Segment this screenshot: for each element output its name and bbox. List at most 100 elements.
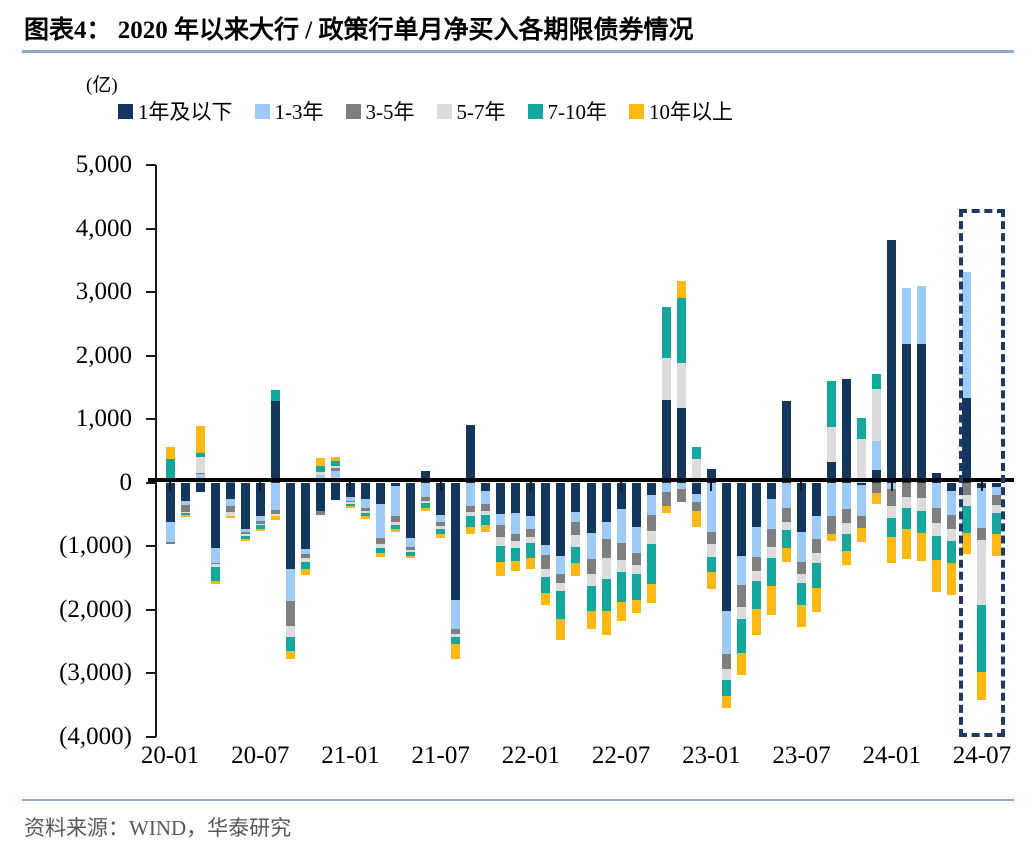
bar-segment bbox=[872, 374, 882, 390]
bar-segment bbox=[330, 461, 340, 467]
y-axis-tick-mark bbox=[146, 736, 156, 738]
bar-column bbox=[285, 165, 295, 737]
bar-segment bbox=[225, 506, 235, 512]
bar-segment bbox=[315, 471, 325, 475]
bar-column bbox=[812, 165, 822, 737]
legend-item-2: 1-3年 bbox=[254, 96, 324, 126]
y-axis-tick-label: (1,000) bbox=[59, 532, 132, 560]
bar-segment bbox=[661, 357, 671, 400]
legend-item-1: 1年及以下 bbox=[118, 96, 233, 126]
y-axis-tick-mark bbox=[146, 672, 156, 675]
bar-segment bbox=[481, 503, 491, 511]
page-title: 图表4： 2020 年以来大行 / 政策行单月净买入各期限债券情况 bbox=[24, 17, 694, 44]
bar-segment bbox=[300, 553, 310, 559]
bar-segment bbox=[571, 563, 581, 577]
bar-segment bbox=[541, 555, 551, 569]
bar-segment bbox=[285, 568, 295, 601]
bar-segment bbox=[676, 489, 686, 502]
bar-segment bbox=[300, 482, 310, 549]
bar-column bbox=[887, 165, 897, 737]
bar-column bbox=[165, 165, 175, 737]
bar-column bbox=[646, 165, 656, 737]
bar-segment bbox=[917, 510, 927, 533]
y-axis-tick-mark bbox=[146, 418, 156, 421]
bar-segment bbox=[661, 399, 671, 483]
bar-column bbox=[406, 165, 416, 737]
bar-segment bbox=[842, 509, 852, 523]
bar-segment bbox=[992, 486, 1002, 496]
bar-segment bbox=[917, 498, 927, 511]
bar-segment bbox=[360, 482, 370, 500]
bar-column bbox=[300, 165, 310, 737]
y-axis-tick-label: 4,000 bbox=[75, 214, 132, 242]
bar-segment bbox=[992, 505, 1002, 514]
bar-column bbox=[857, 165, 867, 737]
y-axis-tick-mark bbox=[146, 227, 156, 230]
x-axis-tick-mark bbox=[710, 482, 713, 491]
bar-segment bbox=[571, 482, 581, 512]
bar-segment bbox=[706, 482, 716, 533]
bar-segment bbox=[932, 472, 942, 483]
bar-segment bbox=[706, 572, 716, 589]
bar-segment bbox=[631, 564, 641, 575]
bar-segment bbox=[796, 583, 806, 606]
y-axis-tick-mark bbox=[146, 545, 156, 548]
bar-column bbox=[962, 165, 972, 737]
bar-segment bbox=[872, 389, 882, 442]
bar-segment bbox=[376, 482, 386, 505]
bar-column bbox=[360, 165, 370, 737]
bar-segment bbox=[616, 509, 626, 544]
bar-segment bbox=[315, 510, 325, 515]
bar-segment bbox=[511, 533, 521, 542]
bar-segment bbox=[210, 482, 220, 548]
bar-segment bbox=[526, 543, 536, 558]
bar-segment bbox=[751, 527, 761, 557]
bar-series-container bbox=[155, 165, 1025, 737]
bar-segment bbox=[917, 482, 927, 499]
bar-segment bbox=[406, 549, 416, 553]
bar-segment bbox=[391, 529, 401, 533]
bar-segment bbox=[932, 482, 942, 508]
bar-segment bbox=[345, 506, 355, 509]
bar-segment bbox=[827, 427, 837, 462]
bar-column bbox=[240, 165, 250, 737]
bar-segment bbox=[225, 515, 235, 518]
y-axis-tick-label: 5,000 bbox=[75, 151, 132, 178]
x-axis-tick-mark bbox=[890, 482, 893, 491]
bar-column bbox=[661, 165, 671, 737]
bar-segment bbox=[210, 564, 220, 567]
source-note: 资料来源：WIND，华泰研究 bbox=[24, 816, 292, 840]
bar-segment bbox=[721, 654, 731, 669]
bar-segment bbox=[947, 528, 957, 541]
bar-segment bbox=[992, 482, 1002, 487]
bar-segment bbox=[917, 343, 927, 483]
bar-segment bbox=[766, 586, 776, 615]
x-axis-tick-label: 23-07 bbox=[772, 742, 831, 769]
bar-segment bbox=[436, 482, 446, 516]
bar-segment bbox=[541, 568, 551, 578]
bar-segment bbox=[571, 546, 581, 564]
bar-segment bbox=[962, 506, 972, 533]
bar-segment bbox=[436, 522, 446, 526]
bar-segment bbox=[496, 536, 506, 546]
bar-segment bbox=[466, 527, 476, 535]
bar-segment bbox=[556, 618, 566, 640]
bar-segment bbox=[601, 579, 611, 611]
legend-item-label: 3-5年 bbox=[365, 100, 415, 124]
bar-segment bbox=[466, 515, 476, 528]
bar-segment bbox=[947, 515, 957, 529]
bar-column bbox=[917, 165, 927, 737]
bar-segment bbox=[451, 636, 461, 645]
bar-segment bbox=[210, 562, 220, 565]
bar-segment bbox=[721, 668, 731, 680]
bar-segment bbox=[406, 555, 416, 559]
bar-segment bbox=[691, 447, 701, 459]
bar-segment bbox=[195, 425, 205, 453]
bar-segment bbox=[706, 469, 716, 483]
bar-segment bbox=[796, 482, 806, 533]
bar-segment bbox=[451, 644, 461, 660]
bar-segment bbox=[857, 417, 867, 439]
bar-segment bbox=[210, 547, 220, 563]
bar-segment bbox=[421, 507, 431, 511]
bar-segment bbox=[526, 528, 536, 537]
